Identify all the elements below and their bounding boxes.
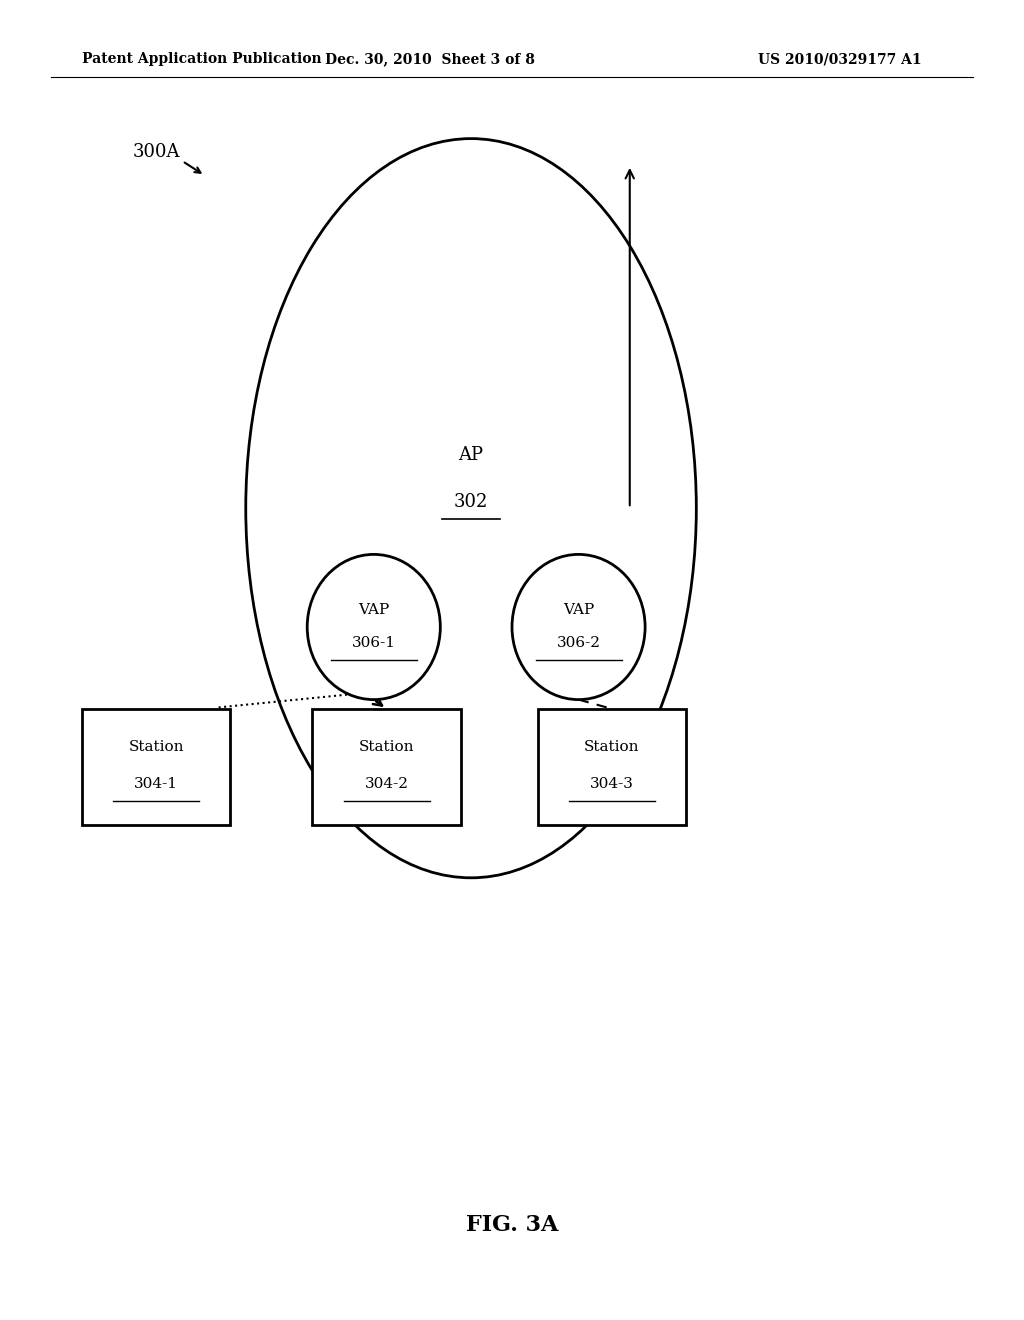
Text: US 2010/0329177 A1: US 2010/0329177 A1: [758, 53, 922, 66]
Text: 302: 302: [454, 492, 488, 511]
Text: 304-2: 304-2: [365, 777, 409, 791]
FancyBboxPatch shape: [312, 709, 461, 825]
Ellipse shape: [512, 554, 645, 700]
FancyBboxPatch shape: [82, 709, 230, 825]
Text: 306-2: 306-2: [557, 636, 600, 649]
FancyBboxPatch shape: [538, 709, 686, 825]
Text: 304-1: 304-1: [134, 777, 178, 791]
Text: 304-3: 304-3: [590, 777, 634, 791]
Text: Station: Station: [358, 741, 415, 754]
Text: Station: Station: [128, 741, 184, 754]
Text: AP: AP: [459, 446, 483, 465]
Text: FIG. 3A: FIG. 3A: [466, 1214, 558, 1236]
Ellipse shape: [307, 554, 440, 700]
Text: Station: Station: [584, 741, 640, 754]
Text: VAP: VAP: [358, 603, 389, 616]
Text: Dec. 30, 2010  Sheet 3 of 8: Dec. 30, 2010 Sheet 3 of 8: [326, 53, 535, 66]
Text: VAP: VAP: [563, 603, 594, 616]
Text: 300A: 300A: [133, 143, 180, 161]
Text: Patent Application Publication: Patent Application Publication: [82, 53, 322, 66]
Text: 306-1: 306-1: [352, 636, 395, 649]
